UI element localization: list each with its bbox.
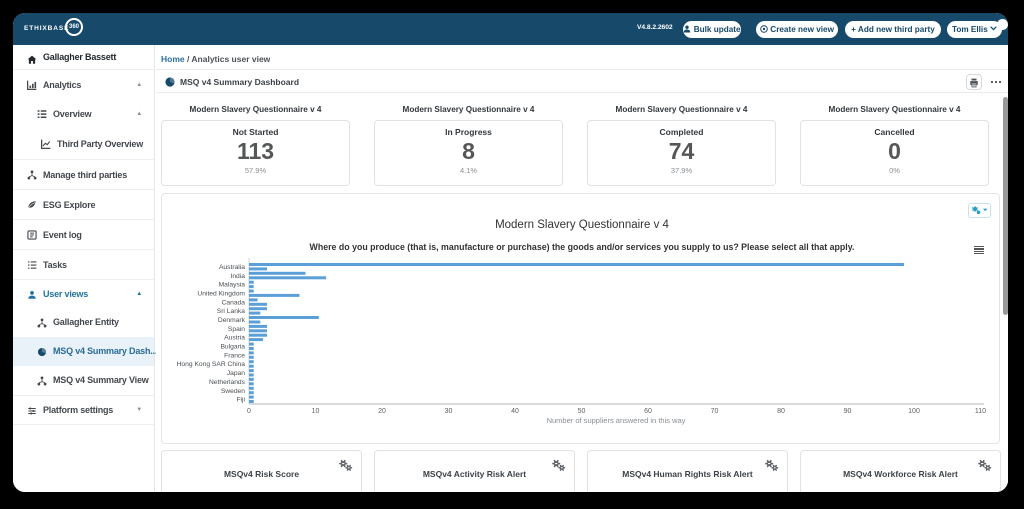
svg-text:Canada: Canada <box>222 299 246 306</box>
svg-text:Hong Kong SAR China: Hong Kong SAR China <box>177 361 246 368</box>
svg-text:France: France <box>224 352 245 359</box>
svg-text:Netherlands: Netherlands <box>209 379 246 386</box>
svg-text:Sri Lanka: Sri Lanka <box>217 308 246 315</box>
svg-text:100: 100 <box>908 408 920 415</box>
svg-text:Denmark: Denmark <box>218 317 246 324</box>
svg-text:90: 90 <box>844 408 852 415</box>
svg-text:Fiji: Fiji <box>236 397 245 404</box>
svg-text:40: 40 <box>511 408 519 415</box>
svg-text:20: 20 <box>378 408 386 415</box>
svg-text:80: 80 <box>777 408 785 415</box>
svg-text:Austria: Austria <box>224 335 245 342</box>
svg-text:60: 60 <box>644 408 652 415</box>
svg-text:Bulgaria: Bulgaria <box>220 344 245 351</box>
svg-text:Number of suppliers answered i: Number of suppliers answered in this way <box>547 416 686 425</box>
svg-text:10: 10 <box>312 408 320 415</box>
svg-text:110: 110 <box>975 408 986 415</box>
svg-text:0: 0 <box>247 408 251 415</box>
svg-text:United Kingdom: United Kingdom <box>197 291 245 298</box>
svg-text:Sweden: Sweden <box>221 388 245 395</box>
svg-text:50: 50 <box>578 408 586 415</box>
svg-text:70: 70 <box>711 408 719 415</box>
svg-text:Japan: Japan <box>227 370 246 377</box>
svg-text:Malaysia: Malaysia <box>219 282 246 289</box>
svg-text:India: India <box>230 273 245 280</box>
svg-text:Spain: Spain <box>228 326 245 333</box>
svg-text:Australia: Australia <box>219 264 245 271</box>
svg-text:30: 30 <box>445 408 453 415</box>
